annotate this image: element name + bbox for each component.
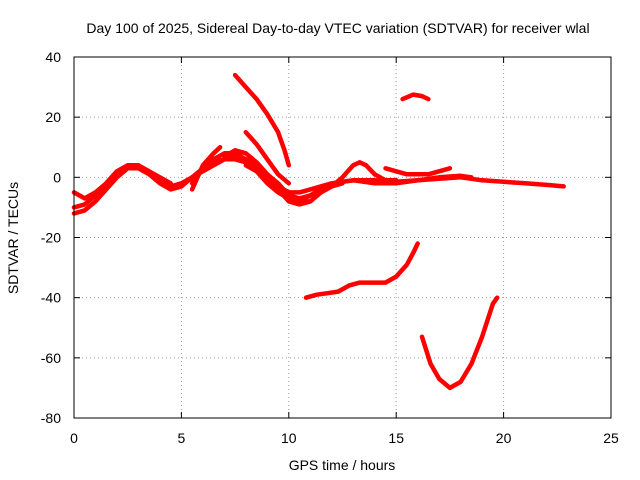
y-tick-label: -80 [41,410,61,426]
y-axis-label: SDTVAR / TECUs [5,182,21,294]
axis-ticks [73,56,612,419]
x-axis-label: GPS time / hours [289,457,396,473]
y-tick-label: -20 [41,230,61,246]
x-tick-label: 25 [603,430,619,446]
grid-lines [74,57,611,418]
data-series [71,72,566,391]
series-arc-13 [400,92,431,102]
series-arc-7 [232,72,292,168]
y-tick-label: -40 [41,290,61,306]
y-tick-labels: -80 -60 -40 -20 0 20 40 [41,49,61,426]
y-tick-label: -60 [41,350,61,366]
x-tick-label: 20 [496,430,512,446]
y-tick-label: 40 [45,49,61,65]
series-arc-2 [71,154,356,216]
x-tick-label: 10 [281,430,297,446]
y-tick-label: 0 [53,169,61,185]
y-tick-label: 20 [45,109,61,125]
series-arc-9 [243,163,345,207]
series-arc-10 [329,160,399,189]
series-arc-15 [419,295,500,391]
x-tick-label: 15 [388,430,404,446]
series-arc-6 [222,148,313,204]
series-arc-8 [243,129,292,186]
x-tick-label: 0 [70,430,78,446]
series-arc-12 [383,166,453,177]
chart-title: Day 100 of 2025, Sidereal Day-to-day VTE… [86,20,589,36]
x-tick-label: 5 [178,430,186,446]
series-arc-14 [303,241,420,300]
series-arc-11 [350,173,474,186]
series-arc-3 [71,163,173,210]
x-tick-labels: 0 5 10 15 20 25 [70,430,619,446]
